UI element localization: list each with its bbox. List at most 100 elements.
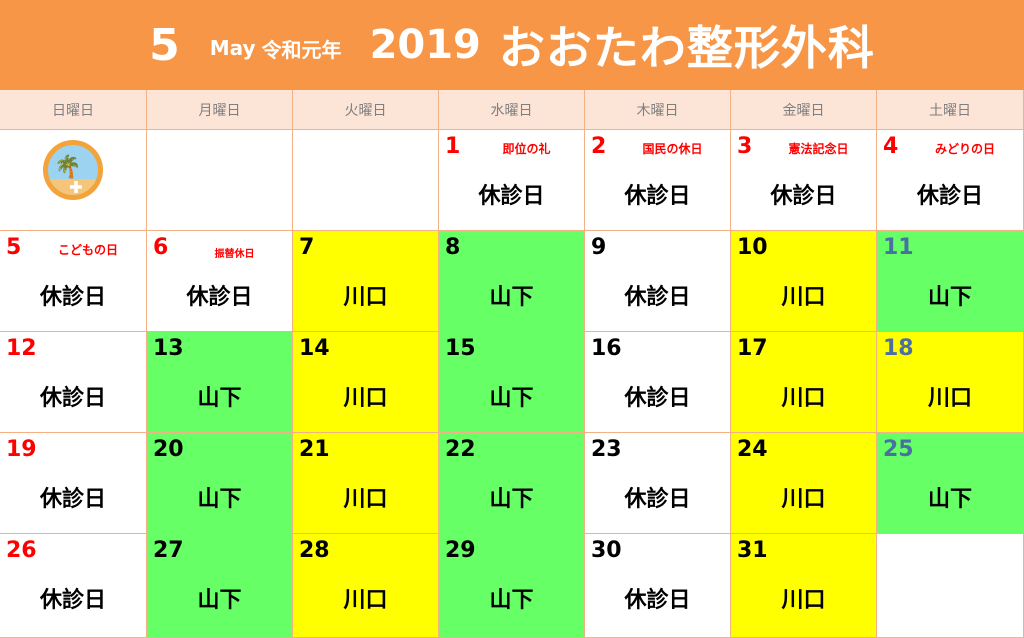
doctor-status: 休診日 <box>624 588 691 613</box>
doctor-status: 休診日 <box>39 588 106 613</box>
day-number: 13 <box>153 336 184 361</box>
empty-day-cell <box>293 130 439 231</box>
doctor-status: 山下 <box>489 588 534 613</box>
day-cell: 31 川口 <box>731 534 877 638</box>
day-cell: 14 川口 <box>293 332 439 433</box>
day-number: 1 <box>445 134 461 159</box>
clinic-logo-icon: 🌴 <box>43 140 103 200</box>
day-number: 17 <box>737 336 768 361</box>
holiday-label: こどもの日 <box>57 243 118 257</box>
weekday-header: 土曜日 <box>877 90 1024 130</box>
day-number: 6 <box>153 235 169 260</box>
doctor-status: 山下 <box>489 285 534 310</box>
day-number: 10 <box>737 235 768 260</box>
day-cell: 21 川口 <box>293 433 439 534</box>
doctor-status: 休診日 <box>478 184 545 209</box>
day-cell: 12 休診日 <box>0 332 147 433</box>
day-cell: 19 休診日 <box>0 433 147 534</box>
doctor-status: 川口 <box>343 285 388 310</box>
day-cell: 4 みどりの日 休診日 <box>877 130 1024 231</box>
doctor-status: 休診日 <box>770 184 837 209</box>
title-banner <box>0 0 1024 90</box>
day-number: 12 <box>6 336 37 361</box>
title-year: 2019 <box>369 22 481 68</box>
doctor-status: 休診日 <box>39 285 106 310</box>
day-number: 28 <box>299 538 330 563</box>
day-cell: 11 山下 <box>877 231 1024 332</box>
doctor-status: 川口 <box>343 588 388 613</box>
day-cell: 16 休診日 <box>585 332 731 433</box>
day-number: 21 <box>299 437 330 462</box>
empty-day-cell <box>877 534 1024 638</box>
day-cell: 15 山下 <box>439 332 585 433</box>
day-number: 14 <box>299 336 330 361</box>
doctor-status: 山下 <box>197 588 242 613</box>
day-number: 9 <box>591 235 607 260</box>
doctor-status: 山下 <box>927 487 972 512</box>
doctor-status: 川口 <box>781 386 826 411</box>
day-number: 3 <box>737 134 753 159</box>
day-number: 20 <box>153 437 184 462</box>
day-number: 29 <box>445 538 476 563</box>
holiday-label: 憲法記念日 <box>788 142 849 156</box>
weekday-header: 木曜日 <box>585 90 731 130</box>
calendar-grid: 日曜日 月曜日 火曜日 水曜日 木曜日 金曜日 土曜日 🌴 1 即位の礼 休診日 2 国民の休日 休診日 3… <box>0 90 1024 638</box>
doctor-status: 休診日 <box>39 386 106 411</box>
doctor-status: 川口 <box>343 487 388 512</box>
weekday-header: 金曜日 <box>731 90 877 130</box>
weekday-header: 火曜日 <box>293 90 439 130</box>
doctor-status: 休診日 <box>624 184 691 209</box>
day-cell: 3 憲法記念日休診日 <box>731 130 877 231</box>
doctor-status: 山下 <box>197 386 242 411</box>
weekday-header: 水曜日 <box>439 90 585 130</box>
doctor-status: 川口 <box>781 285 826 310</box>
day-number: 18 <box>883 336 914 361</box>
doctor-status: 休診日 <box>186 285 253 310</box>
doctor-status: 山下 <box>489 487 534 512</box>
title-month-en: May <box>209 36 256 60</box>
day-cell: 30 休診日 <box>585 534 731 638</box>
day-cell: 17 川口 <box>731 332 877 433</box>
day-number: 16 <box>591 336 622 361</box>
doctor-status: 休診日 <box>916 184 983 209</box>
day-number: 2 <box>591 134 607 159</box>
doctor-status: 休診日 <box>624 386 691 411</box>
doctor-status: 川口 <box>927 386 972 411</box>
day-cell: 7 川口 <box>293 231 439 332</box>
day-cell: 25 山下 <box>877 433 1024 534</box>
day-cell: 6 振替休日 休診日 <box>147 231 293 332</box>
day-number: 4 <box>883 134 899 159</box>
day-cell: 8 山下 <box>439 231 585 332</box>
day-cell: 22 山下 <box>439 433 585 534</box>
day-cell: 2 国民の休日休診日 <box>585 130 731 231</box>
day-cell: 26 休診日 <box>0 534 147 638</box>
day-number: 23 <box>591 437 622 462</box>
doctor-status: 休診日 <box>624 285 691 310</box>
weekday-header: 月曜日 <box>147 90 293 130</box>
doctor-status: 山下 <box>489 386 534 411</box>
day-number: 30 <box>591 538 622 563</box>
empty-day-cell: 🌴 <box>0 130 147 231</box>
day-cell: 18 川口 <box>877 332 1024 433</box>
holiday-label: 国民の休日 <box>642 142 703 156</box>
title-era: 令和元年 <box>261 37 342 62</box>
day-cell: 29 山下 <box>439 534 585 638</box>
doctor-status: 休診日 <box>39 487 106 512</box>
weekday-header: 日曜日 <box>0 90 147 130</box>
doctor-status: 川口 <box>781 487 826 512</box>
doctor-status: 山下 <box>927 285 972 310</box>
day-number: 26 <box>6 538 37 563</box>
day-cell: 13 山下 <box>147 332 293 433</box>
clinic-name: おおたわ整形外科 <box>498 21 875 75</box>
day-number: 27 <box>153 538 184 563</box>
day-number: 8 <box>445 235 461 260</box>
day-cell: 1 即位の礼休診日 <box>439 130 585 231</box>
holiday-label: 即位の礼 <box>502 142 551 156</box>
empty-day-cell <box>147 130 293 231</box>
day-number: 24 <box>737 437 768 462</box>
day-cell: 28 川口 <box>293 534 439 638</box>
day-number: 31 <box>737 538 768 563</box>
day-number: 11 <box>883 235 914 260</box>
day-number: 7 <box>299 235 315 260</box>
day-number: 22 <box>445 437 476 462</box>
